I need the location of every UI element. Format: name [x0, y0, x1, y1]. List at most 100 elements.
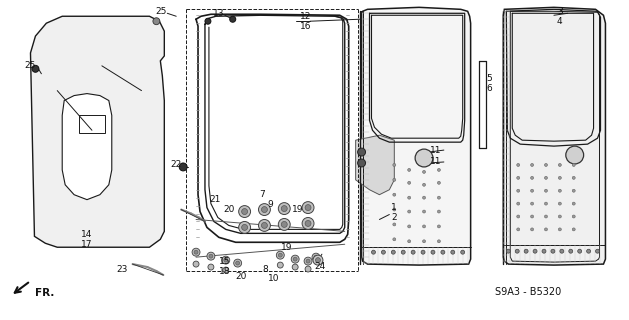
Circle shape: [278, 203, 290, 214]
Circle shape: [408, 196, 411, 199]
Circle shape: [209, 254, 213, 258]
Circle shape: [408, 181, 411, 184]
Polygon shape: [62, 93, 112, 200]
Circle shape: [524, 249, 528, 253]
Circle shape: [393, 178, 396, 181]
Circle shape: [302, 202, 314, 213]
Circle shape: [393, 208, 396, 211]
Text: 11: 11: [430, 146, 442, 155]
Circle shape: [559, 215, 561, 218]
Circle shape: [560, 249, 564, 253]
Circle shape: [545, 215, 547, 218]
Circle shape: [391, 250, 395, 254]
Circle shape: [153, 18, 160, 25]
Text: 21: 21: [209, 195, 221, 204]
Circle shape: [224, 258, 228, 262]
Circle shape: [451, 250, 455, 254]
Circle shape: [223, 267, 229, 273]
Circle shape: [437, 196, 440, 199]
Circle shape: [423, 183, 426, 186]
Circle shape: [415, 149, 433, 167]
Circle shape: [531, 228, 533, 231]
Circle shape: [393, 193, 396, 196]
Circle shape: [306, 259, 310, 263]
Text: 14: 14: [81, 230, 92, 239]
Text: 7: 7: [260, 190, 265, 199]
Text: 19: 19: [292, 205, 304, 214]
Circle shape: [259, 220, 270, 231]
Text: 22: 22: [170, 160, 182, 170]
Circle shape: [421, 250, 425, 254]
Circle shape: [381, 250, 386, 254]
Circle shape: [572, 228, 575, 231]
Circle shape: [423, 225, 426, 228]
Circle shape: [437, 225, 440, 228]
Circle shape: [423, 196, 426, 199]
Circle shape: [305, 204, 311, 211]
Circle shape: [559, 189, 561, 192]
Circle shape: [262, 207, 267, 212]
Circle shape: [531, 189, 533, 192]
Circle shape: [305, 266, 311, 272]
Circle shape: [313, 255, 323, 265]
Circle shape: [281, 221, 287, 228]
Text: 19: 19: [281, 243, 292, 252]
Circle shape: [291, 255, 299, 263]
Circle shape: [572, 189, 575, 192]
Circle shape: [238, 221, 250, 233]
Circle shape: [441, 250, 445, 254]
Circle shape: [238, 206, 250, 218]
Text: 4: 4: [557, 17, 563, 26]
Text: 25: 25: [155, 7, 167, 16]
Circle shape: [423, 210, 426, 213]
Text: 8: 8: [262, 265, 269, 274]
Circle shape: [569, 249, 573, 253]
Circle shape: [259, 204, 270, 215]
Circle shape: [179, 163, 187, 171]
Circle shape: [517, 228, 520, 231]
Circle shape: [192, 248, 200, 256]
Polygon shape: [362, 7, 470, 265]
Text: 18: 18: [219, 267, 231, 276]
Circle shape: [545, 202, 547, 205]
Circle shape: [314, 255, 318, 259]
Circle shape: [222, 256, 230, 264]
Circle shape: [572, 215, 575, 218]
Circle shape: [531, 164, 533, 166]
Circle shape: [208, 264, 214, 270]
Text: 17: 17: [81, 240, 92, 249]
Circle shape: [408, 168, 411, 172]
Circle shape: [545, 176, 547, 179]
Circle shape: [408, 240, 411, 243]
Circle shape: [358, 159, 365, 167]
Text: 13: 13: [213, 9, 225, 18]
Circle shape: [304, 257, 312, 265]
Text: 6: 6: [487, 84, 493, 93]
Circle shape: [437, 168, 440, 172]
Polygon shape: [503, 7, 606, 265]
Circle shape: [517, 215, 520, 218]
Circle shape: [234, 259, 242, 267]
Polygon shape: [355, 135, 394, 195]
Circle shape: [533, 249, 537, 253]
Text: 20: 20: [235, 272, 247, 282]
Text: 1: 1: [391, 203, 397, 212]
Circle shape: [545, 164, 547, 166]
Text: 12: 12: [301, 12, 312, 21]
Circle shape: [305, 220, 311, 227]
Circle shape: [236, 261, 240, 265]
Text: 11: 11: [430, 157, 442, 166]
Circle shape: [587, 249, 591, 253]
Text: 5: 5: [487, 74, 493, 83]
Circle shape: [559, 228, 561, 231]
Circle shape: [230, 16, 236, 22]
Text: 2: 2: [391, 213, 397, 222]
Circle shape: [506, 249, 510, 253]
Circle shape: [393, 238, 396, 241]
Text: 20: 20: [223, 205, 235, 214]
Circle shape: [559, 164, 561, 166]
Circle shape: [559, 202, 561, 205]
Circle shape: [408, 210, 411, 213]
Circle shape: [517, 164, 520, 166]
Circle shape: [278, 219, 290, 230]
